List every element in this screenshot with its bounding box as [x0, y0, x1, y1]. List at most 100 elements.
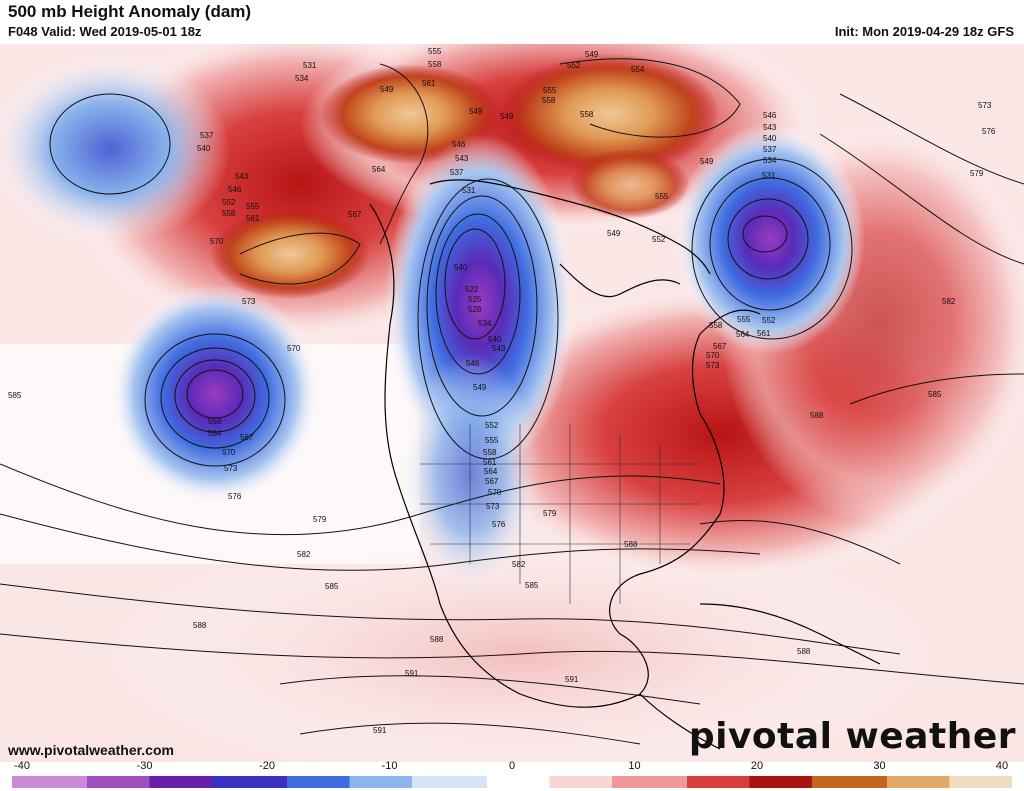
contour-label: 522 [465, 285, 479, 294]
colorbar-segment [674, 776, 688, 788]
contour-label: 540 [763, 134, 777, 143]
gulf-of-alaska-low-shade [110, 284, 320, 504]
colorbar-segment [762, 776, 775, 788]
contour-label: 549 [607, 229, 621, 238]
contour-label: 567 [348, 210, 362, 219]
colorbar-segment [824, 776, 838, 788]
contour-label: 561 [422, 79, 436, 88]
contour-label: 585 [928, 390, 942, 399]
colorbar-segment [299, 776, 313, 788]
contour-label: 588 [430, 635, 444, 644]
contour-label: 534 [763, 156, 777, 165]
colorbar-segment [537, 776, 550, 788]
colorbar-segment [949, 776, 963, 788]
contour-label: 543 [492, 344, 506, 353]
contour-label: 552 [485, 421, 499, 430]
valid-time: F048 Valid: Wed 2019-05-01 18z [8, 24, 202, 39]
contour-label: 588 [624, 540, 638, 549]
colorbar-segment [624, 776, 638, 788]
colorbar-segment [437, 776, 450, 788]
contour-label: 573 [706, 361, 720, 370]
labrador-low-shade [675, 124, 865, 354]
colorbar-segment [749, 776, 763, 788]
colorbar-segment [524, 776, 538, 788]
contour-label: 576 [982, 127, 996, 136]
colorbar-segment [799, 776, 813, 788]
contour-label: 561 [246, 214, 260, 223]
colorbar-segment [162, 776, 175, 788]
contour-label: 561 [483, 458, 497, 467]
contour-label: 567 [713, 342, 727, 351]
colorbar-segment [924, 776, 938, 788]
contour-label: 555 [485, 436, 499, 445]
colorbar-segment [649, 776, 663, 788]
contour-label: 570 [222, 448, 236, 457]
colorbar-segment [812, 776, 825, 788]
init-time: Init: Mon 2019-04-29 18z GFS [834, 24, 1014, 39]
contour-label: 558 [542, 96, 556, 105]
colorbar [12, 776, 1012, 788]
contour-label: 591 [405, 669, 419, 678]
contour-label: 537 [763, 145, 777, 154]
colorbar-segment [212, 776, 225, 788]
contour-label: 558 [709, 321, 723, 330]
map-header: 500 mb Height Anomaly (dam) F048 Valid: … [0, 0, 1024, 44]
colorbar-segment [262, 776, 275, 788]
contour-label: 552 [652, 235, 666, 244]
weather-map[interactable]: 531 534 537 540 543 546 552 555 558 561 … [0, 44, 1024, 762]
map-title: 500 mb Height Anomaly (dam) [8, 2, 252, 21]
contour-label: 564 [372, 165, 386, 174]
colorbar-segment [512, 776, 525, 788]
contour-label: 582 [942, 297, 956, 306]
contour-label: 549 [700, 157, 714, 166]
contour-label: 543 [235, 172, 249, 181]
colorbar-segment [662, 776, 675, 788]
colorbar-segment [274, 776, 288, 788]
contour-label: 546 [763, 111, 777, 120]
contour-label: 555 [737, 315, 751, 324]
contour-label: 554 [631, 65, 645, 74]
colorbar-segment [837, 776, 850, 788]
colorbar-segment [237, 776, 250, 788]
contour-labels: 531 534 537 540 543 546 552 555 558 561 … [8, 47, 996, 735]
contour-label: 564 [208, 429, 222, 438]
contour-label: 546 [228, 185, 242, 194]
contour-label: 570 [488, 488, 502, 497]
colorbar-tick-label: 0 [508, 760, 516, 772]
contour-label: 582 [297, 550, 311, 559]
contour-label: 549 [585, 50, 599, 59]
colorbar-segment [374, 776, 388, 788]
contour-label: 570 [706, 351, 720, 360]
contour-label: 543 [455, 154, 469, 163]
contour-label: 567 [240, 433, 254, 442]
colorbar-segment [937, 776, 950, 788]
colorbar-segment [387, 776, 400, 788]
colorbar-segment [887, 776, 900, 788]
contour-label: 546 [466, 359, 480, 368]
colorbar-segment [999, 776, 1012, 788]
colorbar-segment [62, 776, 75, 788]
colorbar-tick-label: -10 [381, 760, 398, 772]
colorbar-segment [737, 776, 750, 788]
colorbar-segment [462, 776, 475, 788]
colorbar-segment [399, 776, 413, 788]
contour-label: 573 [242, 297, 256, 306]
colorbar-segment [637, 776, 650, 788]
contour-label: 549 [380, 85, 394, 94]
colorbar-segment [724, 776, 738, 788]
contour-label: 576 [228, 492, 242, 501]
colorbar-segment [574, 776, 588, 788]
contour-label: 531 [303, 61, 317, 70]
contour-label: 525 [468, 295, 482, 304]
colorbar-segment [962, 776, 975, 788]
pivotal-weather-logo: pivotal weather [688, 716, 1016, 757]
colorbar-segment [324, 776, 338, 788]
contour-label: 552 [567, 61, 581, 70]
colorbar-segment [199, 776, 213, 788]
anomaly-map-svg: 531 534 537 540 543 546 552 555 558 561 … [0, 44, 1024, 762]
contour-label: 588 [193, 621, 207, 630]
colorbar-tick-label: 40 [995, 760, 1009, 772]
colorbar-segment [612, 776, 625, 788]
contour-label: 570 [287, 344, 301, 353]
contour-label: 570 [210, 237, 224, 246]
